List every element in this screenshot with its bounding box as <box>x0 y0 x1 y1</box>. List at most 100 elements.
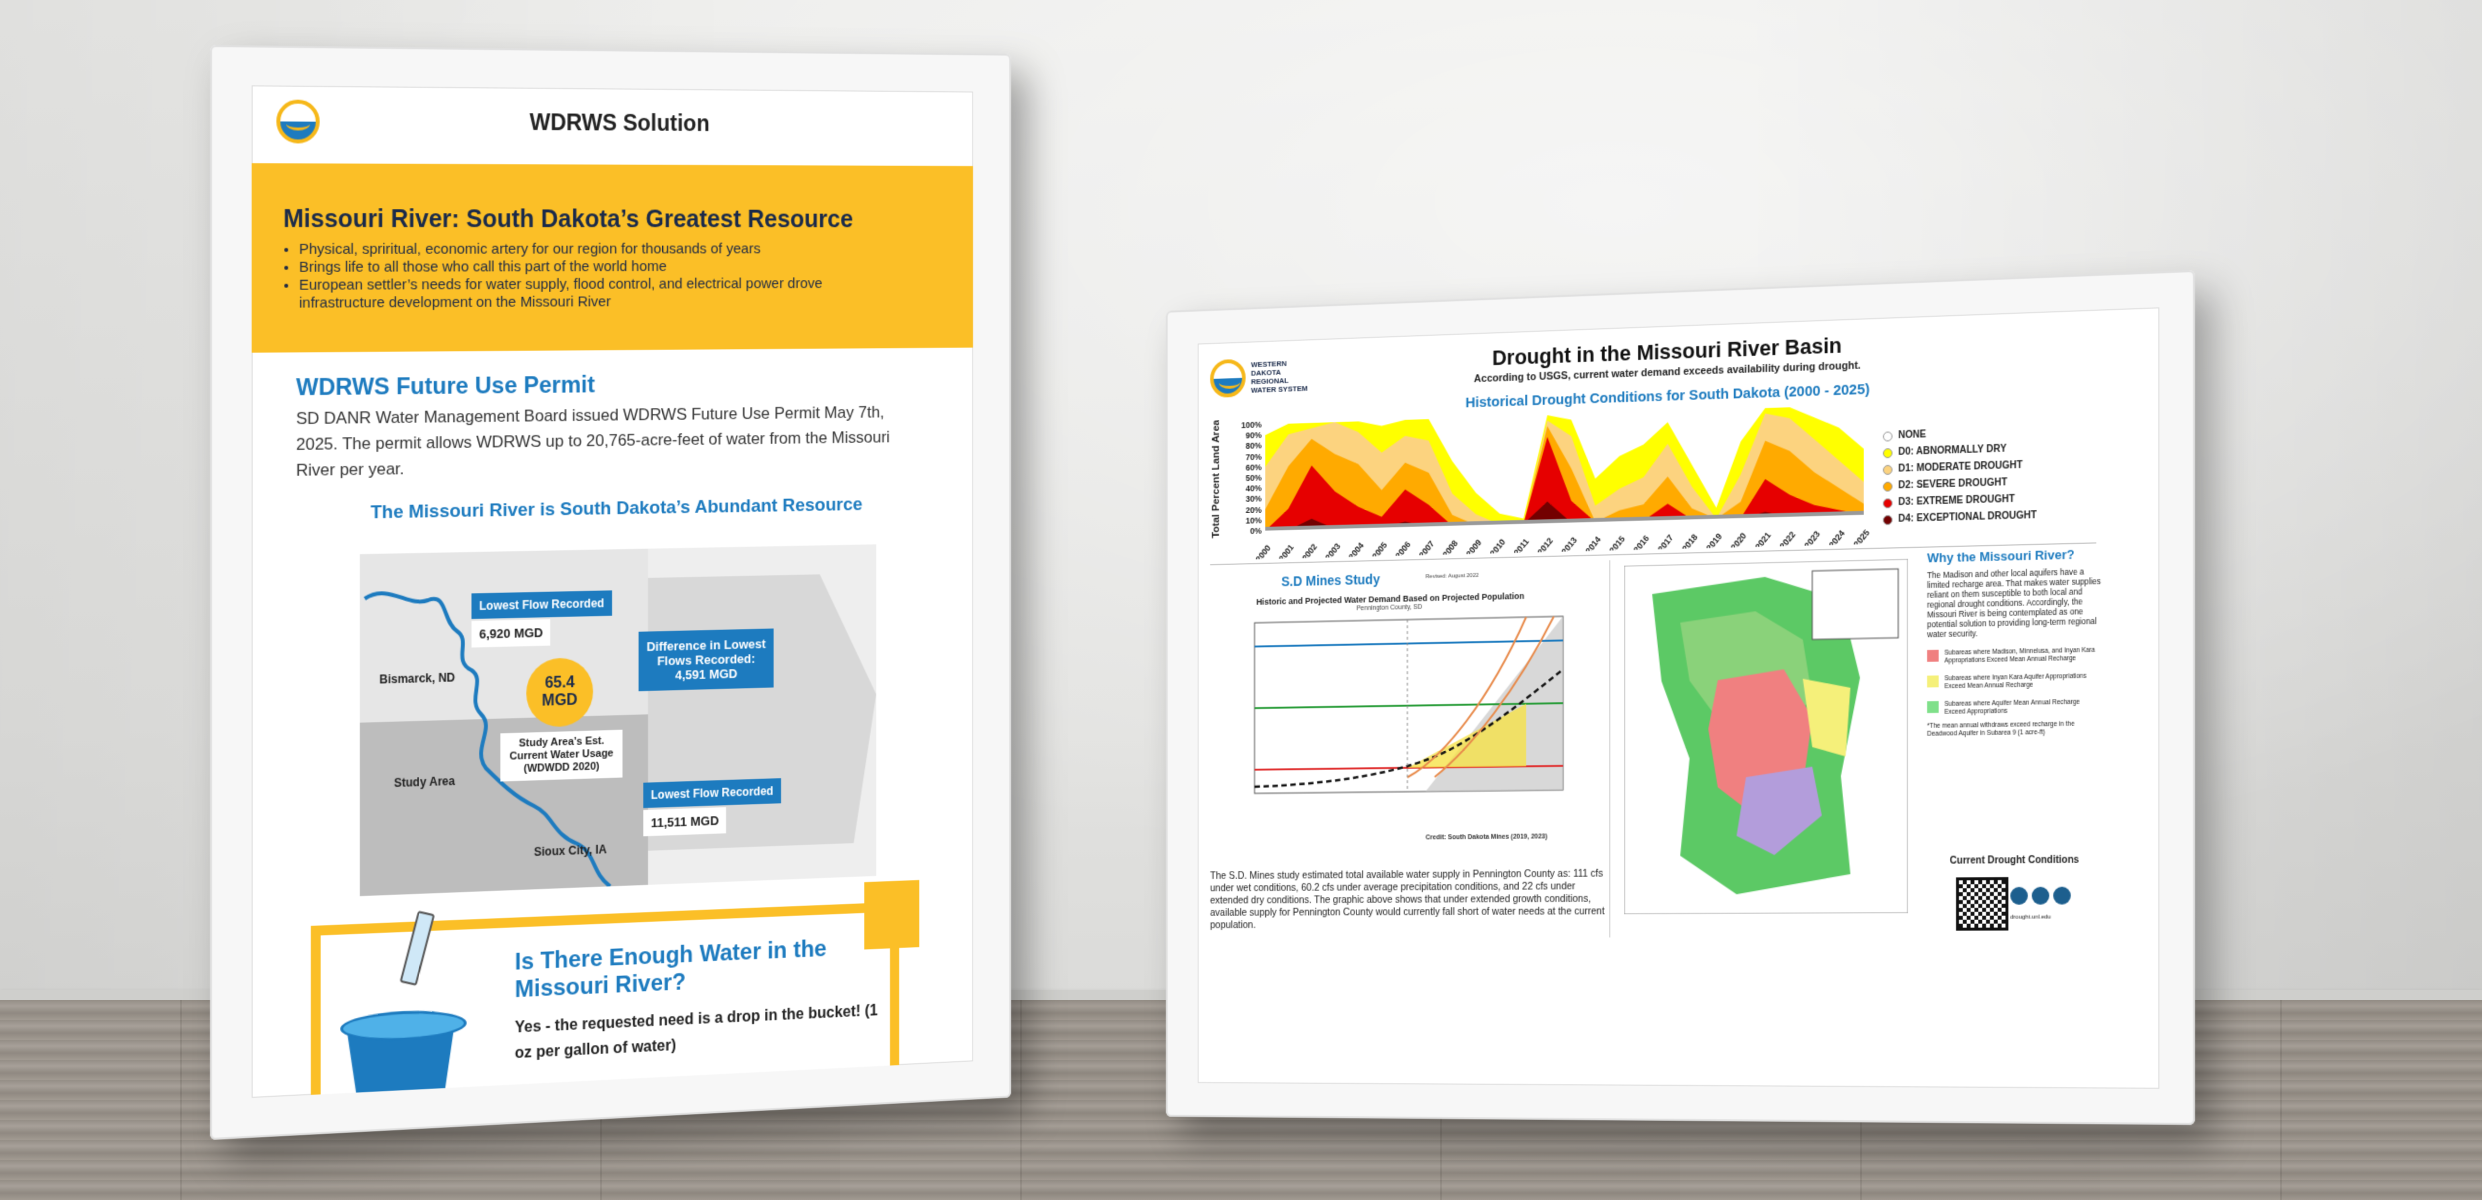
bismarck-label: Bismarck, ND <box>379 671 455 687</box>
x-tick-label: 2018 <box>1680 532 1700 554</box>
usda-logo-icon <box>2010 887 2028 905</box>
dropper-icon <box>400 911 435 986</box>
noaa-logo-icon <box>2032 887 2050 905</box>
legend-label: NONE <box>1898 426 1926 444</box>
x-tick-label: 2011 <box>1512 536 1531 557</box>
question-title: Is There Enough Water in the Missouri Ri… <box>515 935 853 1004</box>
difference-label: Difference in Lowest Flows Recorded: <box>644 636 768 668</box>
x-tick-label: 2023 <box>1802 529 1822 551</box>
x-tick-label: 2009 <box>1464 537 1483 558</box>
study-area-usage: Study Area’s Est. Current Water Usage (W… <box>500 730 622 782</box>
x-tick-label: 2016 <box>1632 533 1651 555</box>
x-tick-label: 2000 <box>1254 543 1273 561</box>
why-key: Subareas where Madison, Minnelusa, and I… <box>1927 647 2102 666</box>
x-tick-label: 2014 <box>1583 534 1602 555</box>
right-poster: WESTERN DAKOTA REGIONAL WATER SYSTEM Dro… <box>1198 307 2160 1088</box>
banner-title: Missouri River: South Dakota’s Greatest … <box>283 205 853 234</box>
y-tick-label: 0% <box>1250 526 1262 536</box>
x-tick-label: 2025 <box>1852 527 1872 549</box>
y-tick-label: 50% <box>1246 473 1262 483</box>
x-tick-label: 2007 <box>1417 539 1436 560</box>
lowest-flow-value: 11,511 MGD <box>643 807 726 836</box>
mines-credit: Credit: South Dakota Mines (2019, 2023) <box>1426 834 1548 842</box>
mines-revised: Revised: August 2022 <box>1426 573 1479 580</box>
question-box: Is There Enough Water in the Missouri Ri… <box>311 902 899 1098</box>
aquifer-map <box>1624 559 1908 914</box>
why-key-label: Subareas where Inyan Kara Aquifer Approp… <box>1944 673 2102 692</box>
why-key: Subareas where Aquifer Mean Annual Recha… <box>1927 698 2102 717</box>
y-tick-label: 80% <box>1246 441 1262 451</box>
y-tick-label: 40% <box>1246 483 1262 493</box>
why-title: Why the Missouri River? <box>1927 546 2102 565</box>
why-key: Subareas where Inyan Kara Aquifer Approp… <box>1927 673 2102 692</box>
y-tick-label: 60% <box>1246 462 1262 472</box>
why-section: Why the Missouri River? The Madison and … <box>1927 546 2102 738</box>
legend-swatch <box>1883 431 1893 441</box>
difference-box: Difference in Lowest Flows Recorded: 4,5… <box>639 629 774 692</box>
lowest-flow-label: Lowest Flow Recorded <box>643 778 780 808</box>
ndmc-logo-icon <box>2053 887 2071 905</box>
lowest-flow-value: 6,920 MGD <box>471 619 550 647</box>
banner: Missouri River: South Dakota’s Greatest … <box>252 163 973 353</box>
why-note: *The mean annual withdraws exceed rechar… <box>1927 720 2102 738</box>
x-tick-label: 2013 <box>1560 535 1579 556</box>
x-tick-label: 2005 <box>1370 540 1389 561</box>
key-swatch <box>1927 650 1939 662</box>
current-conditions-title: Current Drought Conditions <box>1927 855 2102 867</box>
bucket-icon <box>340 979 466 1098</box>
banner-bullet: Brings life to all those who call this p… <box>299 258 888 277</box>
missouri-river-map: Lowest Flow Recorded 6,920 MGD Bismarck,… <box>360 544 876 896</box>
x-tick-label: 2020 <box>1729 531 1749 553</box>
x-tick-label: 2008 <box>1441 538 1460 559</box>
why-text: The Madison and other local aquifers hav… <box>1927 567 2102 640</box>
legend-label: D4: EXCEPTIONAL DROUGHT <box>1898 507 2037 527</box>
yellow-accent <box>864 880 919 949</box>
map-title: The Missouri River is South Dakota’s Abu… <box>252 493 973 526</box>
left-poster-header: WDRWS Solution <box>252 85 973 158</box>
mines-study: S.D Mines Study Revised: August 2022 His… <box>1210 560 1610 938</box>
banner-bullet: European settler’s needs for water suppl… <box>299 275 888 312</box>
river-line <box>360 544 876 896</box>
key-swatch <box>1927 701 1939 713</box>
legend-item: D4: EXCEPTIONAL DROUGHT <box>1883 507 2037 528</box>
mines-title: S.D Mines Study <box>1281 572 1380 590</box>
x-tick-label: 2004 <box>1347 540 1366 560</box>
left-poster-frame: WDRWS Solution Missouri River: South Dak… <box>210 45 1011 1140</box>
x-tick-label: 2001 <box>1277 542 1296 560</box>
x-tick-label: 2002 <box>1300 542 1319 561</box>
mines-text: The S.D. Mines study estimated total ava… <box>1210 868 1609 932</box>
x-tick-label: 2006 <box>1394 539 1413 560</box>
x-tick-label: 2012 <box>1536 536 1555 557</box>
y-tick-label: 30% <box>1246 494 1262 504</box>
y-tick-label: 10% <box>1246 515 1262 525</box>
legend-swatch <box>1883 498 1893 508</box>
why-key-label: Subareas where Aquifer Mean Annual Recha… <box>1944 698 2102 716</box>
permit-text: SD DANR Water Management Board issued WD… <box>296 400 913 484</box>
x-tick-label: 2015 <box>1608 534 1627 556</box>
left-poster-title: WDRWS Solution <box>252 107 973 138</box>
x-tick-label: 2022 <box>1778 529 1798 551</box>
left-poster: WDRWS Solution Missouri River: South Dak… <box>252 85 973 1098</box>
study-area-label: Study Area <box>394 774 455 790</box>
permit-title: WDRWS Future Use Permit <box>296 372 595 402</box>
y-tick-label: 100% <box>1241 420 1262 430</box>
legend-swatch <box>1883 515 1893 525</box>
mines-demand-chart <box>1228 611 1572 836</box>
banner-bullets: Physical, spriritual, economic artery fo… <box>283 241 888 313</box>
qr-code-icon[interactable] <box>1956 877 2008 931</box>
lowest-flow-label: Lowest Flow Recorded <box>471 590 611 619</box>
y-tick-label: 20% <box>1246 505 1262 515</box>
x-tick-label: 2010 <box>1488 537 1507 558</box>
drought-site-link[interactable]: drought.unl.edu <box>2010 915 2051 921</box>
y-axis-label: Total Percent Land Area <box>1211 420 1222 539</box>
x-tick-label: 2019 <box>1704 531 1724 553</box>
banner-bullet: Physical, spriritual, economic artery fo… <box>299 241 888 259</box>
drought-chart: Total Percent Land Area 0%10%20%30%40%50%… <box>1210 399 1873 561</box>
key-swatch <box>1927 675 1939 687</box>
legend-swatch <box>1883 448 1893 458</box>
y-tick-label: 90% <box>1246 430 1262 440</box>
right-poster-frame: WESTERN DAKOTA REGIONAL WATER SYSTEM Dro… <box>1166 270 2195 1125</box>
legend-swatch <box>1883 481 1893 491</box>
x-tick-label: 2017 <box>1656 532 1676 554</box>
why-key-label: Subareas where Madison, Minnelusa, and I… <box>1944 647 2102 666</box>
